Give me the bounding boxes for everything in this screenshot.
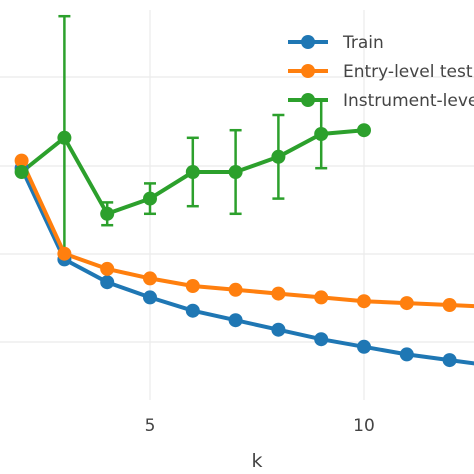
legend-swatch-marker	[301, 64, 315, 78]
data-point	[185, 279, 200, 293]
data-point	[271, 322, 286, 337]
error-bars	[58, 14, 328, 261]
series-line	[19, 167, 474, 366]
x-tick-label: 5	[145, 416, 156, 436]
x-axis-label: k	[251, 450, 262, 472]
data-point	[57, 130, 72, 145]
legend: Train Entry-level test Instrument-level te…	[288, 33, 474, 111]
data-point	[100, 206, 115, 221]
data-point	[442, 298, 457, 312]
data-point	[57, 246, 72, 261]
data-point	[143, 191, 157, 206]
data-point	[228, 313, 243, 328]
series-line	[19, 159, 474, 309]
data-point	[100, 275, 115, 290]
data-point	[314, 290, 329, 305]
data-point	[314, 332, 329, 347]
series-markers	[14, 123, 457, 368]
data-point	[143, 271, 157, 286]
x-tick-labels: 5 10	[145, 416, 375, 436]
data-point	[228, 165, 243, 179]
data-point	[14, 153, 29, 168]
legend-entry: Entry-level test	[343, 62, 473, 82]
legend-entry: Train	[342, 33, 384, 53]
data-point	[185, 303, 200, 318]
data-point	[100, 261, 115, 276]
data-point	[442, 353, 457, 368]
data-point	[357, 123, 371, 138]
x-tick-label: 10	[353, 416, 375, 436]
data-point	[271, 149, 286, 164]
legend-swatch-marker	[301, 93, 315, 107]
legend-swatch-marker	[301, 35, 315, 49]
data-point	[357, 294, 371, 309]
data-point	[228, 282, 243, 297]
data-point	[271, 286, 286, 301]
data-point	[399, 296, 414, 311]
data-point	[143, 290, 157, 305]
data-point	[185, 165, 200, 179]
data-point	[314, 127, 329, 141]
data-point	[399, 347, 414, 362]
legend-entry: Instrument-level test	[343, 91, 474, 111]
data-point	[357, 339, 371, 354]
data-point	[14, 165, 29, 179]
